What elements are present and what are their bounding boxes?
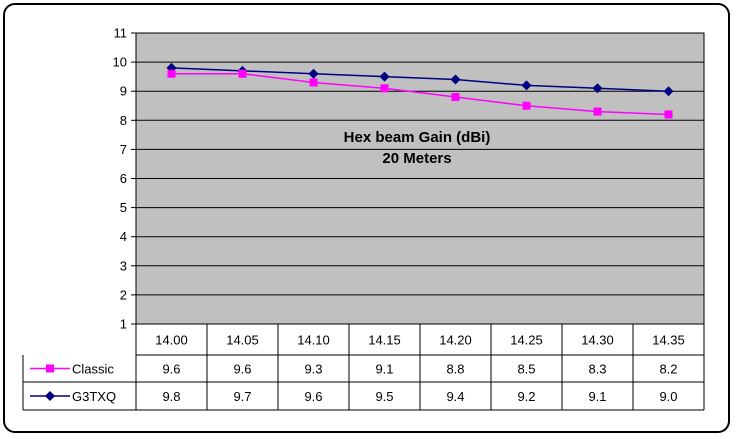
data-label: 9.3 (304, 362, 322, 377)
y-tick-label: 3 (120, 258, 127, 273)
y-tick-label: 8 (120, 113, 127, 128)
y-axis: 1 2 3 4 5 6 7 8 9 10 11 (113, 26, 136, 332)
point-g3txq (379, 71, 390, 82)
legend-marker-square (46, 364, 54, 373)
data-label: 9.5 (375, 389, 393, 404)
y-tick-label: 6 (120, 171, 127, 186)
x-tick-label: 14.20 (439, 333, 472, 348)
data-label: 9.1 (588, 389, 606, 404)
series-line-g3txq (171, 67, 669, 92)
y-tick-label: 4 (120, 229, 127, 244)
point-classic (238, 69, 247, 78)
legend-label: G3TXQ (72, 389, 116, 404)
point-classic (309, 78, 318, 87)
x-tick-label: 14.30 (581, 333, 614, 348)
x-tick-label: 14.15 (368, 333, 401, 348)
series-lines (171, 67, 669, 116)
point-g3txq (663, 86, 674, 97)
chart-subtitle: 20 Meters (382, 150, 451, 167)
x-tick-label: 14.35 (652, 333, 685, 348)
point-classic (522, 101, 531, 110)
data-label: 8.3 (588, 362, 606, 377)
y-tick-label: 1 (120, 317, 127, 332)
chart-title: Hex beam Gain (dBi) (344, 129, 491, 146)
data-label: 9.8 (162, 389, 180, 404)
series-markers (166, 62, 674, 119)
y-tick-label: 7 (120, 142, 127, 157)
point-classic (451, 93, 460, 102)
point-classic (664, 110, 673, 119)
data-label: 9.0 (659, 389, 677, 404)
data-label: 9.6 (233, 362, 251, 377)
data-label: 9.6 (304, 389, 322, 404)
data-label: 8.5 (517, 362, 535, 377)
data-label: 9.7 (233, 389, 251, 404)
data-label: 9.4 (446, 389, 464, 404)
y-tick-label: 9 (120, 84, 127, 99)
x-tick-label: 14.25 (510, 333, 543, 348)
y-tick-label: 5 (120, 200, 127, 215)
point-classic (593, 107, 602, 116)
point-classic (380, 84, 389, 93)
point-g3txq (592, 83, 603, 94)
data-table: 14.00 14.05 14.10 14.15 14.20 14.25 14.30 14.35… (22, 324, 705, 411)
data-label: 9.2 (517, 389, 535, 404)
x-tick-label: 14.05 (226, 333, 259, 348)
series-line-classic (171, 72, 669, 116)
data-label: 8.8 (446, 362, 464, 377)
data-label: 9.1 (375, 362, 393, 377)
y-tick-label: 10 (113, 55, 127, 70)
point-g3txq (521, 80, 532, 91)
point-g3txq (308, 68, 319, 79)
x-tick-label: 14.00 (155, 333, 188, 348)
y-tick-label: 11 (114, 26, 128, 41)
legend-label: Classic (72, 362, 114, 377)
gridlines (136, 32, 704, 325)
data-label: 9.6 (162, 362, 180, 377)
y-tick-label: 2 (120, 287, 127, 302)
point-classic (167, 69, 176, 78)
legend-marker-diamond (45, 391, 55, 401)
x-tick-label: 14.10 (297, 333, 330, 348)
point-g3txq (450, 74, 461, 85)
data-label: 8.2 (659, 362, 677, 377)
